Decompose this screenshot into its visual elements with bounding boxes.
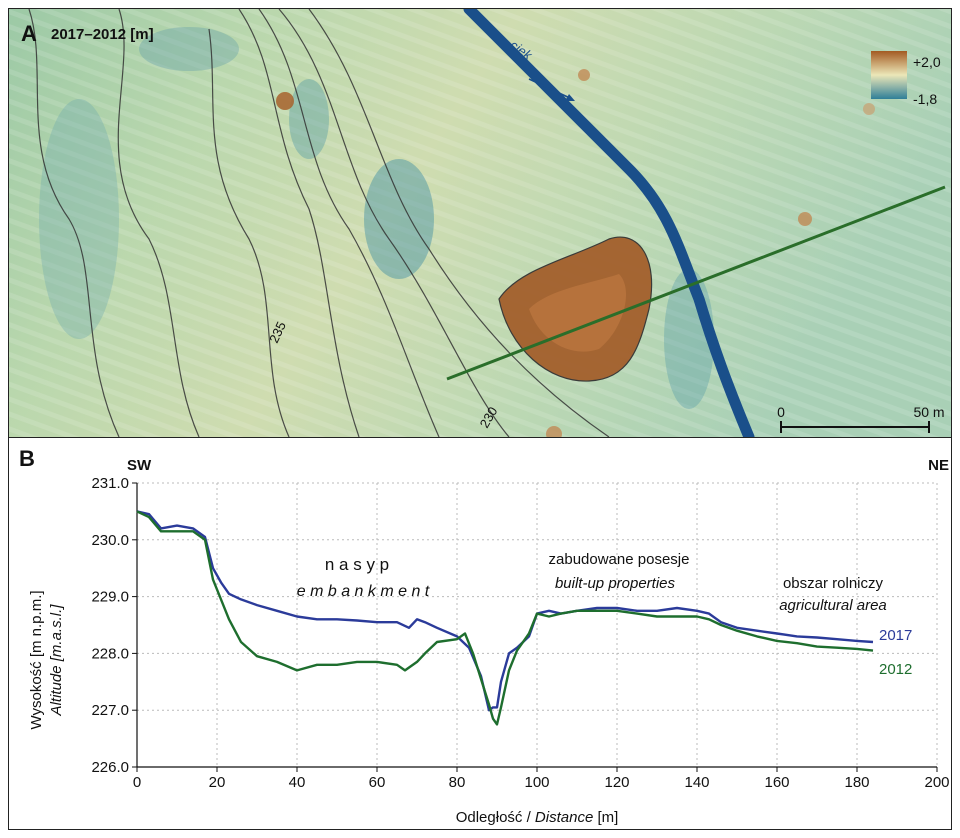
chart-grid xyxy=(136,482,938,768)
profile-line xyxy=(446,185,946,381)
y-tick-label: 226.0 xyxy=(91,759,129,776)
chart-axes: 0 20 40 60 80 100 120 140 160 180 200 226.0 227.0 228… xyxy=(91,475,949,791)
x-tick-label: 200 xyxy=(924,774,949,791)
map-legend: +2,0 -1,8 xyxy=(871,51,941,107)
x-axis-label-unit: [m] xyxy=(593,809,618,826)
y-tick-label: 228.0 xyxy=(91,645,129,662)
profile-chart: B SW NE 0 20 40 60 80 100 120 140 160 180 200 226.0… xyxy=(19,446,950,826)
scale-bar: 0 50 m xyxy=(777,404,945,433)
legend-max: +2,0 xyxy=(913,54,941,70)
map-panel: A 2017–2012 [m] ciek 235 230 +2,0 -1,8 0… xyxy=(8,8,952,438)
series-label-2012: 2012 xyxy=(879,661,912,678)
x-axis-label-pl: Odległość / xyxy=(456,809,535,826)
stream-arrow-head xyxy=(565,94,575,101)
y-tick-label: 231.0 xyxy=(91,475,129,492)
sw-label: SW xyxy=(127,457,152,474)
y-tick-label: 227.0 xyxy=(91,702,129,719)
label-embankment: e m b a n k m e n t xyxy=(297,583,430,600)
x-tick-label: 160 xyxy=(764,774,789,791)
x-tick-label: 0 xyxy=(133,774,141,791)
label-zabudowane: zabudowane posesje xyxy=(549,551,690,568)
panel-b-letter: B xyxy=(19,446,35,471)
series-line-2017 xyxy=(136,510,874,712)
panel-a-letter: A xyxy=(21,21,37,46)
label-agricultural: agricultural area xyxy=(779,597,887,614)
x-tick-label: 40 xyxy=(289,774,306,791)
x-tick-label: 20 xyxy=(209,774,226,791)
label-builtup: built-up properties xyxy=(555,575,676,592)
x-tick-label: 80 xyxy=(449,774,466,791)
x-tick-label: 120 xyxy=(604,774,629,791)
y-axis-label-pl: Wysokość [m n.p.m.] xyxy=(28,590,45,729)
x-tick-label: 60 xyxy=(369,774,386,791)
y-tick-label: 229.0 xyxy=(91,589,129,606)
x-tick-label: 100 xyxy=(524,774,549,791)
series-line-2012 xyxy=(136,510,874,726)
label-obszar: obszar rolniczy xyxy=(783,575,884,592)
x-tick-label: 180 xyxy=(844,774,869,791)
legend-min: -1,8 xyxy=(913,91,937,107)
y-tick-label: 230.0 xyxy=(91,532,129,549)
scale-start: 0 xyxy=(777,404,785,420)
profile-panel: B SW NE 0 20 40 60 80 100 120 140 160 180 200 226.0… xyxy=(8,438,952,830)
label-nasyp: n a s y p xyxy=(325,555,389,574)
series-label-2017: 2017 xyxy=(879,627,912,644)
ne-label: NE xyxy=(928,457,949,474)
stream-arrow xyxy=(528,78,573,100)
x-axis-label-en: Distance xyxy=(535,809,593,826)
scale-end: 50 m xyxy=(913,404,944,420)
x-axis-label: Odległość / Distance [m] xyxy=(456,809,619,826)
difference-map: A 2017–2012 [m] ciek 235 230 +2,0 -1,8 0… xyxy=(9,9,951,437)
x-tick-label: 140 xyxy=(684,774,709,791)
chart-lines xyxy=(136,510,874,726)
y-axis-label-en: Altitude [m.a.s.l.] xyxy=(48,604,65,717)
map-title: 2017–2012 [m] xyxy=(51,26,154,43)
